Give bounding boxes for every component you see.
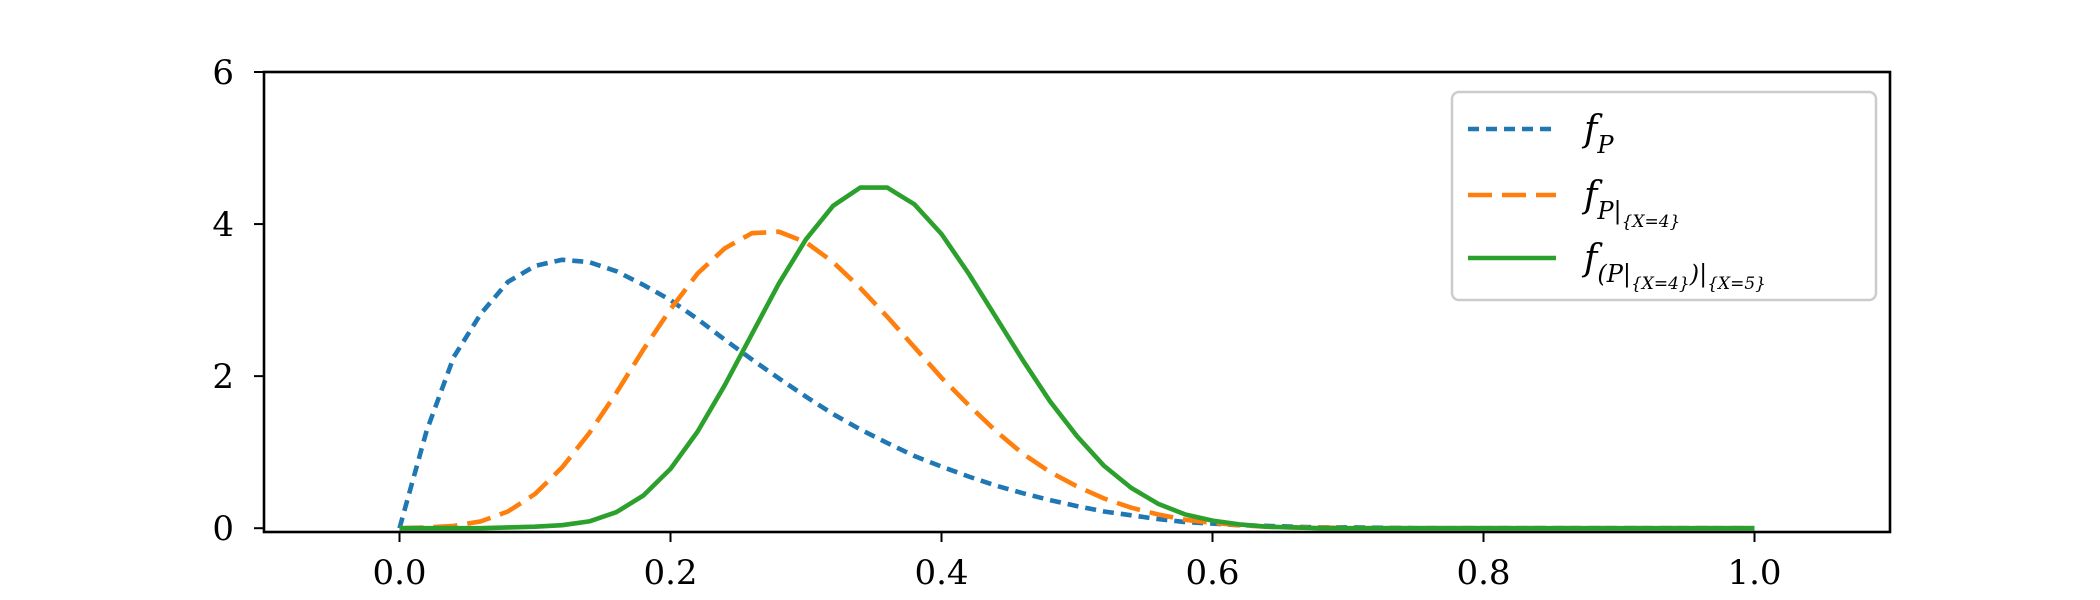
plot-frame [262, 70, 1892, 534]
x-axis: 0.0 0.2 0.4 0.6 0.8 1.0 [372, 532, 1782, 593]
y-tick-label: 2 [212, 357, 234, 397]
y-tick-label: 0 [212, 509, 234, 549]
x-tick-label: 0.6 [1185, 553, 1239, 593]
y-tick-label: 4 [212, 205, 234, 245]
legend-label-3: f(P|{X=4})|{X=5} [1581, 238, 1766, 294]
x-tick-label: 0.8 [1456, 553, 1510, 593]
y-tick-label: 6 [212, 53, 234, 93]
legend-box [1450, 90, 1878, 302]
y-axis: 0 2 4 6 [212, 53, 264, 549]
x-tick-label: 1.0 [1727, 553, 1781, 593]
x-tick-label: 0.0 [372, 553, 426, 593]
x-tick-label: 0.2 [643, 553, 697, 593]
x-tick-label: 0.4 [914, 553, 968, 593]
series-layer [397, 185, 1755, 531]
series-line-3 [399, 185, 1755, 531]
